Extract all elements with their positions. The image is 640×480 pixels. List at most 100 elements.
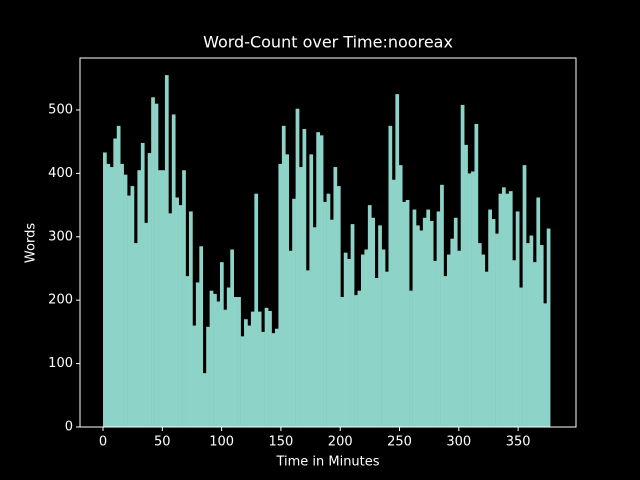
- bar: [440, 184, 444, 427]
- y-tick-label: 0: [65, 420, 73, 435]
- bar: [151, 97, 155, 428]
- bar: [457, 250, 462, 427]
- bar: [261, 331, 265, 427]
- bar: [127, 195, 131, 427]
- bar: [429, 220, 434, 427]
- bar: [109, 167, 114, 427]
- bar: [364, 249, 369, 427]
- bar: [268, 310, 272, 427]
- bar: [419, 230, 424, 427]
- x-tick-label: 50: [154, 435, 171, 450]
- y-tick-label: 100: [48, 356, 73, 371]
- bar: [532, 262, 537, 427]
- x-tick-label: 300: [446, 435, 471, 450]
- bar: [453, 217, 458, 427]
- bar: [446, 254, 451, 427]
- bar: [209, 290, 214, 427]
- bar: [106, 163, 111, 427]
- bar: [464, 144, 468, 427]
- bar: [178, 205, 183, 427]
- bar: [295, 108, 300, 427]
- bar: [367, 205, 372, 427]
- bar: [274, 328, 279, 427]
- bar: [144, 222, 149, 427]
- axes-frame: [79, 57, 577, 428]
- bar: [416, 225, 420, 427]
- bar: [443, 276, 448, 427]
- bar: [185, 276, 190, 427]
- bar: [343, 252, 348, 427]
- bar: [188, 211, 193, 427]
- x-tick-label: 150: [269, 435, 294, 450]
- bar: [536, 197, 541, 427]
- y-tick-label: 300: [48, 229, 73, 244]
- bar: [240, 336, 245, 427]
- bar: [281, 125, 286, 427]
- bar: [182, 170, 186, 427]
- bar: [154, 103, 159, 428]
- chart-title: Word-Count over Time:nooreax: [203, 33, 453, 52]
- x-tick-label: 0: [99, 435, 107, 450]
- bar: [422, 217, 427, 427]
- bar: [292, 198, 296, 427]
- bar: [498, 193, 503, 427]
- bar: [288, 250, 293, 427]
- bar: [278, 163, 283, 427]
- bar: [433, 260, 437, 427]
- bar: [330, 219, 334, 427]
- bar: [216, 301, 221, 427]
- bar: [508, 191, 513, 427]
- bar: [385, 271, 389, 427]
- bar: [120, 163, 124, 427]
- bar: [505, 193, 510, 427]
- bar: [309, 154, 314, 427]
- bar: [378, 225, 382, 427]
- bar: [539, 245, 544, 427]
- bar: [113, 138, 118, 427]
- bar: [360, 254, 365, 427]
- bar: [244, 319, 248, 427]
- x-tick-label: 200: [328, 435, 353, 450]
- bar: [347, 258, 351, 427]
- bar: [336, 186, 341, 427]
- bar: [299, 167, 303, 427]
- bar: [374, 278, 379, 427]
- bar: [484, 271, 489, 427]
- bar: [285, 154, 290, 427]
- bar: [381, 249, 386, 427]
- bar: [391, 179, 396, 427]
- bar: [271, 333, 276, 427]
- bar: [302, 129, 307, 427]
- bar: [519, 287, 523, 427]
- y-tick-label: 200: [48, 293, 73, 308]
- bar: [436, 211, 441, 427]
- plot-area: 0 100 200 300 400 500 0 50 100 150 200 250 300 350: [48, 57, 577, 450]
- bar: [133, 243, 138, 427]
- bar: [515, 211, 520, 427]
- bar: [219, 262, 224, 427]
- bar: [199, 246, 204, 427]
- bar: [543, 303, 548, 427]
- bar: [168, 213, 173, 427]
- bar: [333, 167, 338, 427]
- bar: [164, 75, 169, 427]
- bar: [450, 238, 455, 427]
- bar: [257, 311, 262, 427]
- bar: [206, 326, 210, 427]
- bar: [491, 219, 496, 427]
- x-tick-label: 250: [387, 435, 412, 450]
- bar: [230, 249, 235, 427]
- bar: [161, 170, 166, 427]
- bar: [175, 197, 179, 427]
- y-tick-label: 500: [48, 102, 73, 117]
- bar: [477, 243, 482, 427]
- x-tick-label: 100: [209, 435, 234, 450]
- bar: [137, 170, 142, 427]
- bar: [158, 170, 162, 427]
- bar: [409, 290, 413, 427]
- bar: [371, 217, 376, 427]
- bar: [467, 173, 472, 427]
- bar: [254, 193, 259, 427]
- bar: [340, 297, 345, 427]
